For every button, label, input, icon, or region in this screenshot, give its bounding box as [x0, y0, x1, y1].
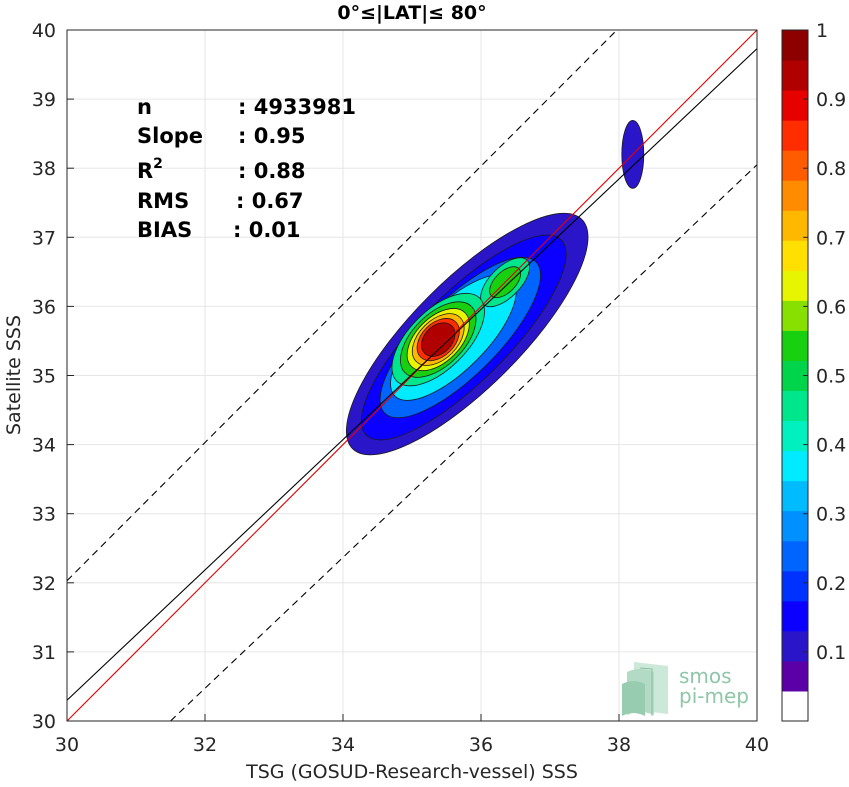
colorbar-swatch-1 — [782, 660, 808, 692]
colorbar-swatch-15 — [782, 240, 808, 271]
colorbar-swatch-22 — [782, 30, 808, 61]
stat-rms-label: RMS — [137, 189, 189, 213]
y-tick-label-10: 40 — [32, 20, 56, 42]
colorbar-swatch-12 — [782, 330, 808, 361]
stat-slope-value: : 0.95 — [238, 124, 306, 148]
colorbar-tick-label-7: 0.8 — [816, 158, 846, 180]
colorbar-swatch-14 — [782, 270, 808, 301]
colorbar-swatch-3 — [782, 600, 808, 632]
stat-n-value: : 4933981 — [238, 95, 356, 119]
colorbar-swatch-4 — [782, 570, 808, 602]
smos-pi-mep-logo: smos pi-mep — [622, 662, 749, 716]
y-tick-label-1: 31 — [32, 642, 56, 664]
colorbar-swatch-9 — [782, 420, 808, 452]
x-tick-label-5: 40 — [745, 734, 769, 756]
y-axis-label: Satellite SSS — [3, 315, 25, 435]
colorbar-tick-label-6: 0.7 — [816, 227, 846, 249]
logo-waves-icon — [622, 662, 668, 716]
stat-rms-value: : 0.67 — [236, 189, 304, 213]
y-tick-label-2: 32 — [32, 573, 56, 595]
colorbar-swatch-2 — [782, 630, 808, 662]
colorbar-ticks: 0.1 0.2 0.3 0.4 0.5 0.6 0.7 0.8 0.9 1 — [803, 20, 846, 664]
stat-r2-label: R2 — [137, 156, 163, 183]
colorbar-frame — [781, 29, 809, 722]
colorbar-tick-label-5: 0.6 — [816, 296, 846, 318]
y-tick-label-4: 34 — [32, 435, 56, 457]
colorbar — [782, 30, 808, 722]
stat-r2-value: : 0.88 — [238, 159, 306, 183]
colorbar-tick-label-1: 0.2 — [816, 573, 846, 595]
y-axis-ticks: 30 31 32 33 34 35 36 37 38 39 40 — [32, 20, 74, 733]
stat-bias-value: : 0.01 — [233, 218, 301, 242]
colorbar-swatch-16 — [782, 210, 808, 241]
y-tick-label-9: 39 — [32, 89, 56, 111]
colorbar-swatch-8 — [782, 450, 808, 482]
x-axis-ticks: 30 32 34 36 38 40 — [55, 714, 769, 756]
y-tick-label-6: 36 — [32, 296, 56, 318]
line-regression-fit — [67, 48, 757, 701]
colorbar-tick-label-9: 1 — [816, 20, 828, 42]
y-tick-label-3: 33 — [32, 504, 56, 526]
logo-text-smos: smos — [679, 664, 732, 688]
colorbar-swatch-20 — [782, 90, 808, 121]
x-tick-label-3: 36 — [469, 734, 493, 756]
stat-n-label: n — [137, 95, 152, 119]
reference-lines — [67, 30, 757, 721]
colorbar-tick-label-0: 0.1 — [816, 642, 846, 664]
colorbar-swatch-19 — [782, 120, 808, 151]
y-tick-label-0: 30 — [32, 711, 56, 733]
stat-bias-label: BIAS — [137, 218, 192, 242]
colorbar-swatch-21 — [782, 60, 808, 91]
y-tick-label-8: 38 — [32, 158, 56, 180]
chart-title: 0°≤|LAT|≤ 80° — [337, 2, 486, 24]
stats-box: n : 4933981 Slope : 0.95 R2 : 0.88 RMS :… — [137, 95, 356, 242]
colorbar-tick-label-3: 0.4 — [816, 435, 846, 457]
line-lower-bound — [170, 164, 757, 721]
grid-lines — [66, 29, 758, 722]
line-identity — [67, 30, 757, 721]
colorbar-tick-label-8: 0.9 — [816, 89, 846, 111]
y-tick-label-5: 35 — [32, 366, 56, 388]
colorbar-swatch-7 — [782, 480, 808, 512]
colorbar-swatch-13 — [782, 300, 808, 331]
colorbar-tick-label-4: 0.5 — [816, 366, 846, 388]
x-tick-label-2: 34 — [331, 734, 355, 756]
logo-text-pi-mep: pi-mep — [679, 684, 749, 708]
density-contours — [345, 119, 645, 456]
colorbar-tick-label-2: 0.3 — [816, 504, 846, 526]
x-axis-label: TSG (GOSUD-Research-vessel) SSS — [245, 761, 578, 783]
colorbar-swatch-10 — [782, 390, 808, 422]
colorbar-swatch-5 — [782, 540, 808, 572]
x-tick-label-4: 38 — [607, 734, 631, 756]
x-tick-label-0: 30 — [55, 734, 79, 756]
colorbar-swatch-0 — [782, 690, 808, 722]
y-tick-label-7: 37 — [32, 227, 56, 249]
colorbar-swatch-18 — [782, 150, 808, 181]
stat-slope-label: Slope — [137, 124, 203, 148]
line-upper-bound — [67, 30, 618, 582]
colorbar-swatch-6 — [782, 510, 808, 542]
colorbar-swatch-17 — [782, 180, 808, 211]
x-tick-label-1: 32 — [193, 734, 217, 756]
contour-level-0.9 — [421, 322, 456, 357]
